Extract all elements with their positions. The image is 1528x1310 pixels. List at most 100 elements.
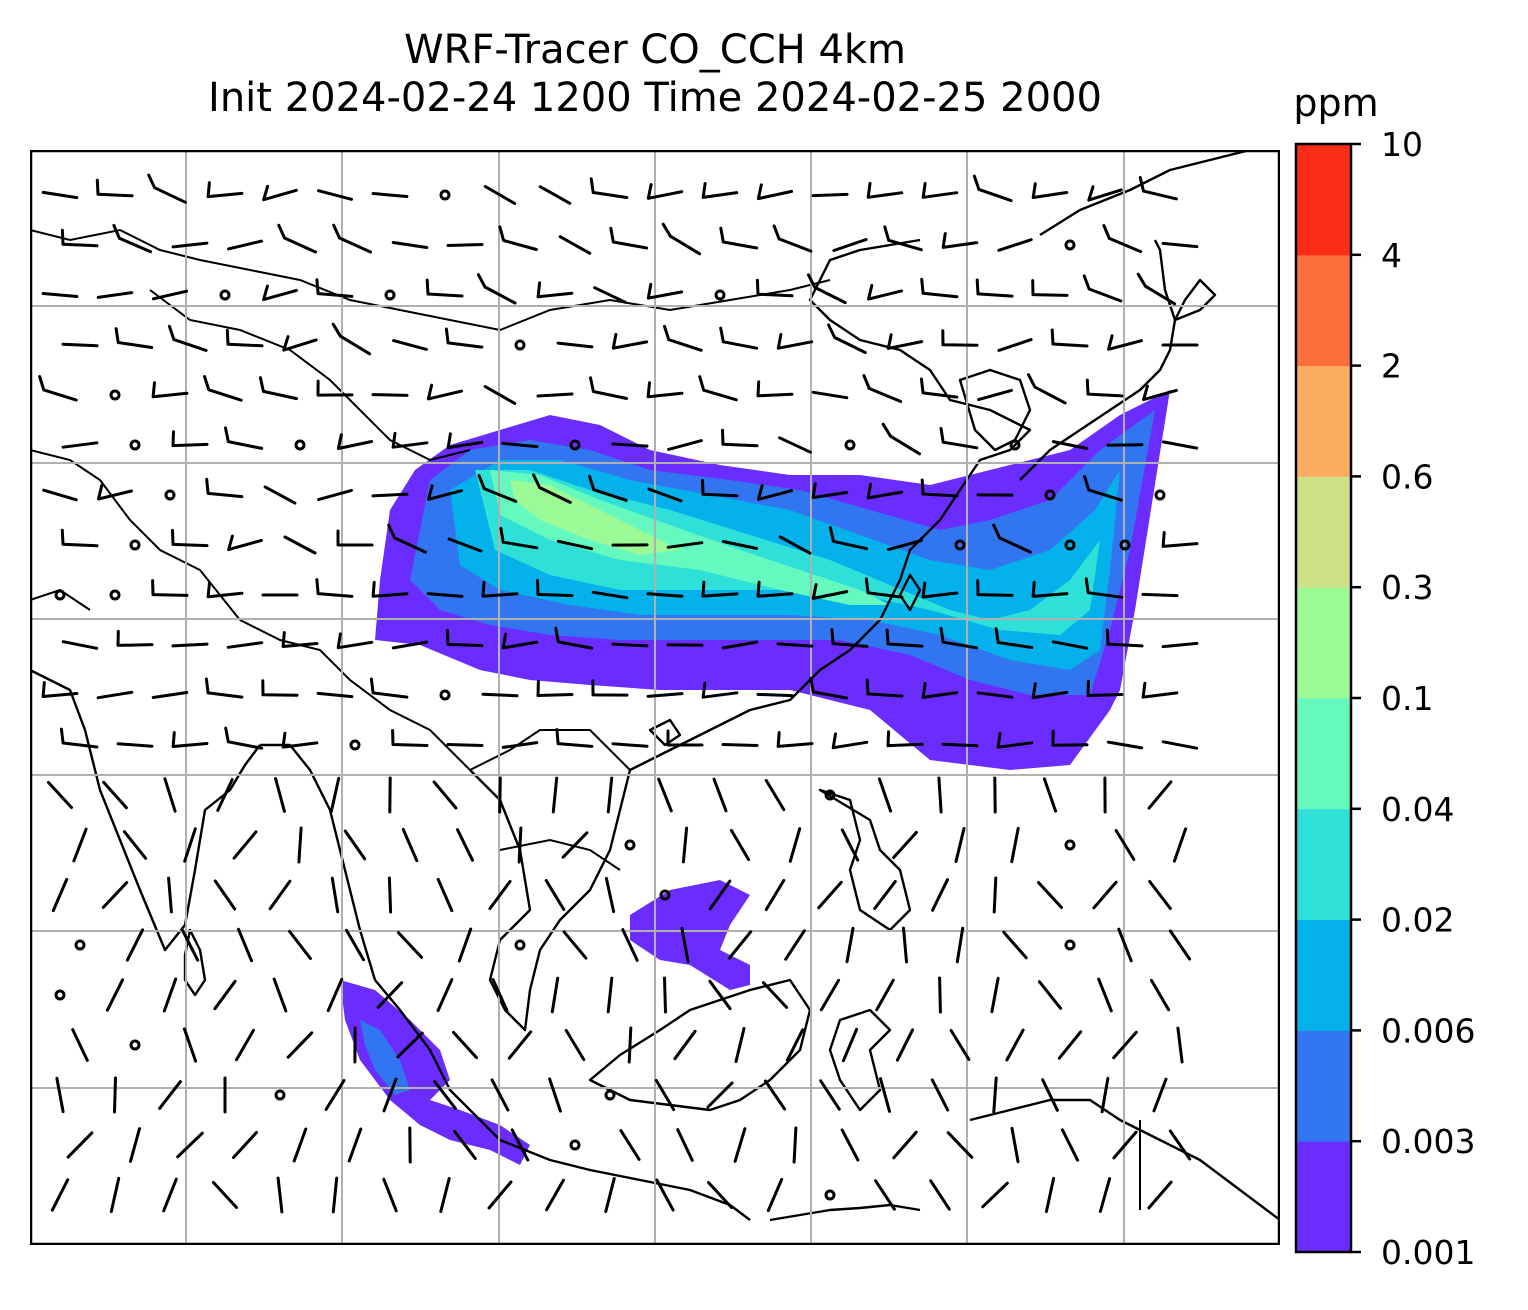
wind-barb bbox=[1004, 932, 1026, 958]
wind-barb bbox=[1104, 226, 1141, 252]
wind-barb bbox=[941, 428, 977, 447]
wind-barb bbox=[1140, 178, 1176, 199]
wind-barb bbox=[888, 335, 921, 349]
wind-barb bbox=[546, 881, 564, 910]
wind-barb bbox=[994, 1078, 996, 1112]
wind-barb bbox=[265, 487, 295, 503]
wind-barb bbox=[729, 932, 750, 958]
map-canvas bbox=[30, 150, 1280, 1245]
wind-barb bbox=[629, 1028, 631, 1062]
wind-barb bbox=[384, 1179, 396, 1211]
chart-title: WRF-Tracer CO_CCH 4km Init 2024-02-24 12… bbox=[30, 26, 1280, 122]
wind-barb bbox=[994, 878, 996, 912]
wind-barb bbox=[338, 634, 372, 648]
wind-barb bbox=[319, 490, 352, 499]
calm-wind-marker bbox=[56, 591, 64, 599]
wind-barb bbox=[591, 179, 627, 198]
wind-barb bbox=[1087, 380, 1122, 396]
calm-wind-marker bbox=[76, 941, 84, 949]
wind-barb bbox=[813, 392, 847, 397]
coast-philippines bbox=[820, 790, 910, 930]
title-line-2: Init 2024-02-24 1200 Time 2024-02-25 200… bbox=[30, 74, 1280, 122]
wind-barb bbox=[173, 243, 207, 247]
wind-barb bbox=[173, 432, 207, 446]
wind-barb bbox=[345, 831, 364, 859]
wind-barb bbox=[338, 531, 372, 545]
wind-barb bbox=[284, 337, 316, 350]
wind-barb bbox=[264, 186, 297, 199]
calm-wind-marker bbox=[131, 1041, 139, 1049]
wind-barb bbox=[178, 1133, 203, 1157]
wind-barb bbox=[97, 180, 132, 196]
wind-barb bbox=[1174, 829, 1185, 861]
wind-barb bbox=[318, 381, 352, 395]
calm-wind-marker bbox=[221, 291, 229, 299]
wind-barb bbox=[115, 1078, 116, 1112]
calm-wind-marker bbox=[131, 541, 139, 549]
wind-barb bbox=[1043, 1080, 1058, 1111]
wind-barb bbox=[842, 1130, 858, 1160]
map-panel bbox=[30, 150, 1280, 1245]
wind-barb bbox=[1102, 1078, 1108, 1111]
wind-barb bbox=[153, 581, 187, 596]
colorbar-band bbox=[1296, 1030, 1351, 1141]
wind-barb bbox=[1039, 982, 1060, 1009]
wind-barb bbox=[448, 245, 482, 246]
wind-barb bbox=[237, 1030, 254, 1059]
wind-barb bbox=[61, 729, 97, 747]
wind-barb bbox=[683, 828, 686, 862]
wind-barb bbox=[1084, 276, 1121, 301]
wind-barb bbox=[979, 390, 1012, 399]
wind-barb bbox=[438, 879, 452, 910]
wind-barb bbox=[62, 530, 97, 546]
wind-barb bbox=[448, 745, 482, 746]
wind-barb bbox=[1108, 445, 1142, 446]
wind-barb bbox=[675, 1031, 695, 1058]
wind-barb bbox=[164, 1179, 177, 1211]
wind-barb bbox=[714, 779, 726, 811]
wind-barb bbox=[659, 779, 672, 811]
wind-barb bbox=[208, 583, 242, 597]
wind-barb bbox=[40, 377, 77, 401]
wind-barb bbox=[538, 394, 572, 396]
wind-barb bbox=[1062, 1130, 1077, 1160]
wind-barb bbox=[116, 329, 152, 348]
wind-barb bbox=[877, 980, 894, 1010]
colorbar-band bbox=[1296, 587, 1351, 698]
wind-barb bbox=[847, 928, 853, 961]
wind-barb bbox=[373, 494, 407, 496]
wind-barb bbox=[723, 745, 757, 746]
wind-barb bbox=[1033, 184, 1067, 198]
calm-wind-marker bbox=[716, 291, 724, 299]
wind-barb bbox=[1154, 1079, 1166, 1111]
wind-barb bbox=[263, 681, 297, 695]
colorbar-band bbox=[1296, 366, 1351, 477]
wind-barb bbox=[264, 286, 297, 300]
wind-barb bbox=[566, 1030, 584, 1059]
colorbar-band bbox=[1296, 920, 1351, 1031]
wind-barb bbox=[665, 978, 666, 1012]
coast-korea bbox=[960, 370, 1030, 450]
wind-barb bbox=[885, 227, 922, 250]
wind-barb bbox=[52, 1180, 67, 1210]
wind-barb bbox=[943, 234, 977, 248]
wind-barb bbox=[948, 1133, 972, 1158]
wind-barb bbox=[270, 881, 290, 909]
wind-barb bbox=[613, 644, 647, 646]
wind-barb bbox=[939, 778, 941, 812]
wind-barb bbox=[43, 294, 77, 297]
wind-barb bbox=[1178, 1028, 1182, 1062]
wind-barb bbox=[1150, 882, 1171, 909]
wind-barb bbox=[57, 1078, 63, 1111]
wind-barb bbox=[1151, 980, 1168, 1009]
wind-barb bbox=[1138, 274, 1174, 304]
wind-barb bbox=[999, 340, 1031, 351]
wind-barb bbox=[552, 978, 557, 1012]
wind-barb bbox=[736, 1029, 744, 1062]
colorbar-band bbox=[1296, 1141, 1351, 1252]
wind-barb bbox=[169, 878, 172, 912]
wind-barb bbox=[897, 1030, 912, 1060]
wind-barb bbox=[403, 829, 417, 860]
wind-barb bbox=[218, 780, 232, 811]
